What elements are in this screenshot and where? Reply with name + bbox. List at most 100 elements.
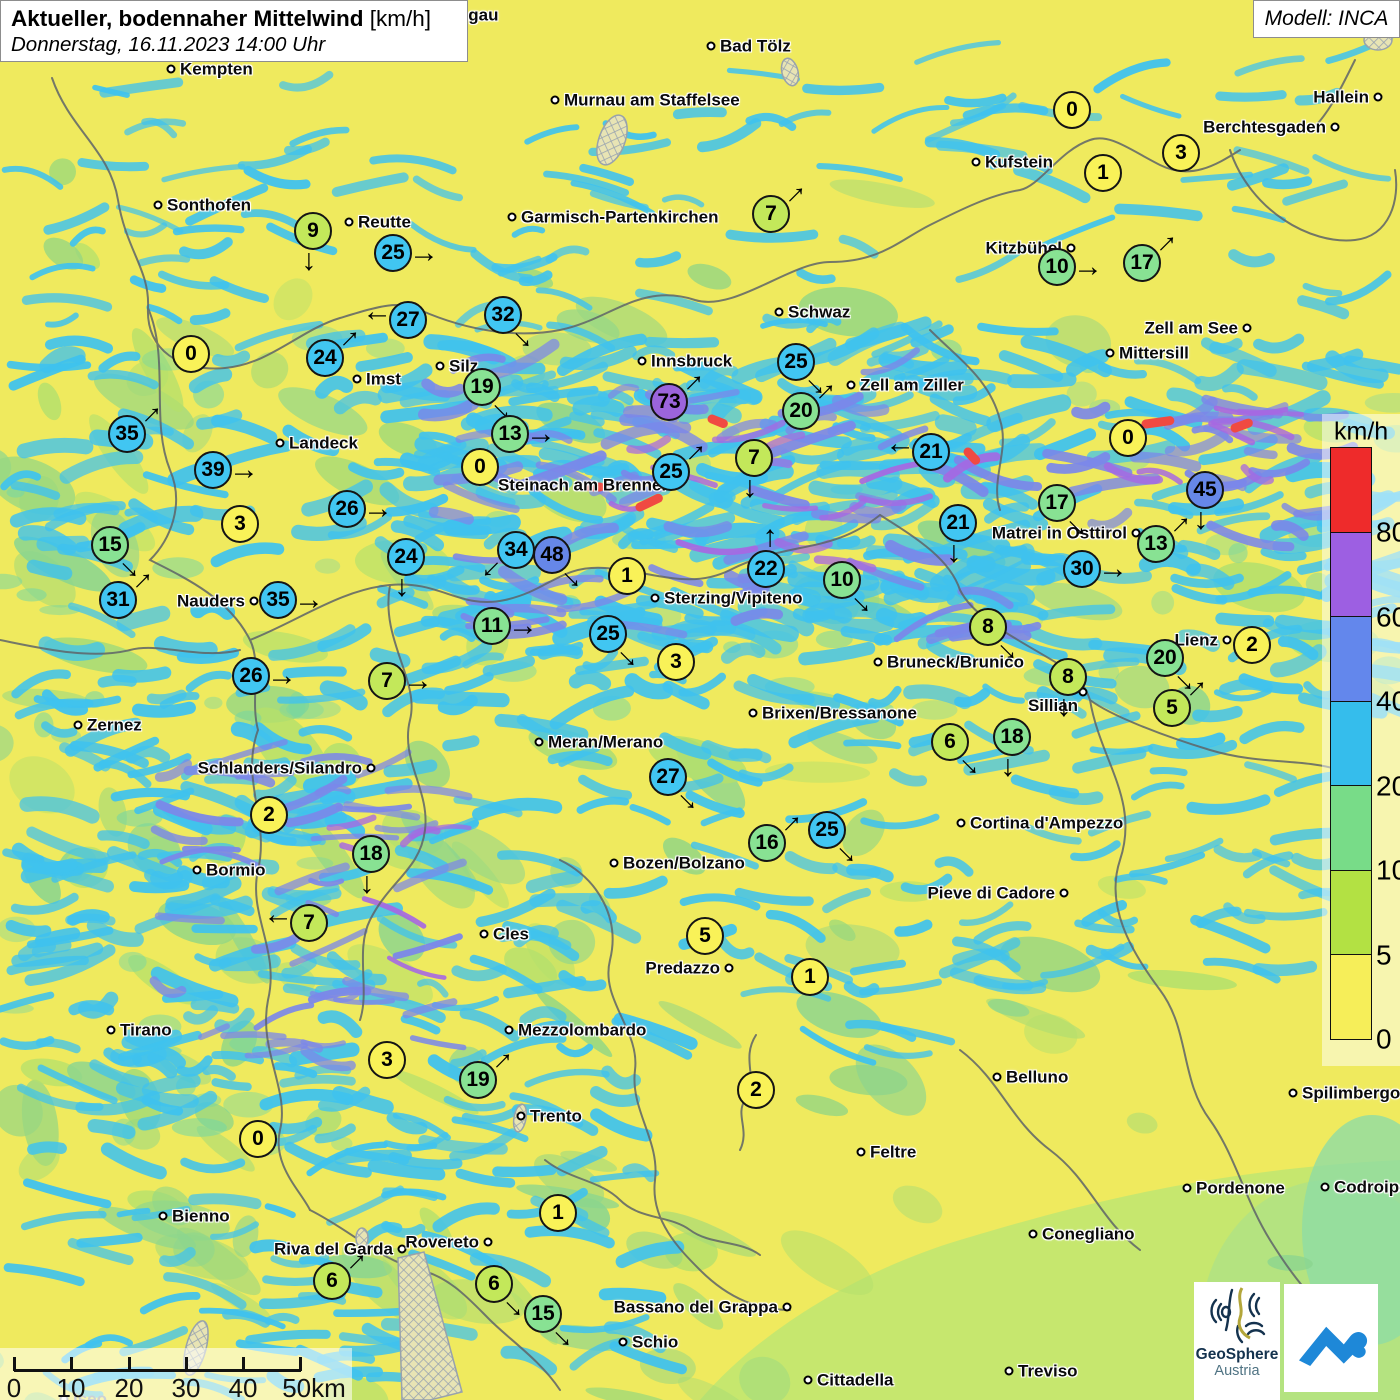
wind-speed-marker: 1 — [608, 557, 646, 595]
legend-class-label: 5 — [1376, 938, 1392, 970]
city-label: Kufstein — [985, 152, 1053, 172]
legend-class-label: 10 — [1376, 854, 1400, 886]
city-dot — [992, 1072, 1002, 1082]
blue-mountain-icon — [1299, 1326, 1368, 1366]
geosphere-name: GeoSphere — [1195, 1346, 1279, 1363]
wind-speed-marker: 16 — [748, 824, 786, 862]
title-box: Aktueller, bodennaher Mittelwind [km/h] … — [0, 0, 468, 62]
legend-class-swatch — [1330, 785, 1372, 871]
city-label: Riva del Garda — [273, 1239, 393, 1259]
city-dot — [1182, 1183, 1192, 1193]
legend-class-swatch — [1330, 447, 1372, 533]
wind-speed-marker: 15 — [91, 526, 129, 564]
wind-speed-marker: 1 — [791, 958, 829, 996]
city-dot — [1242, 323, 1252, 333]
city-dot — [1320, 1182, 1330, 1192]
city-label: Cittadella — [817, 1370, 894, 1390]
city-label: Bormio — [206, 860, 266, 880]
city-label: Spilimbergo — [1302, 1083, 1400, 1103]
scalebar-tick — [70, 1357, 73, 1371]
city-dot — [1059, 888, 1069, 898]
city-label: Kitzbühel — [985, 238, 1063, 258]
wind-speed-marker: 3 — [1162, 134, 1200, 172]
city-label: Codroipo — [1334, 1177, 1400, 1197]
city-dot — [1066, 243, 1076, 253]
wind-direction-arrow: → — [403, 664, 433, 697]
wind-speed-marker: 13 — [491, 415, 529, 453]
city-dot — [507, 212, 517, 222]
wind-speed-marker: 7 — [735, 439, 773, 477]
wind-speed-marker: 3 — [221, 505, 259, 543]
city-label: Pieve di Cadore — [927, 883, 1055, 903]
wind-direction-arrow: → — [885, 436, 915, 469]
city-dot — [856, 1147, 866, 1157]
legend-class-swatch — [1330, 954, 1372, 1040]
city-label: Conegliano — [1042, 1224, 1135, 1244]
wind-speed-marker: 31 — [99, 581, 137, 619]
city-label: Mittersill — [1119, 343, 1189, 363]
wind-speed-marker: 2 — [737, 1071, 775, 1109]
wind-speed-marker: 11 — [473, 607, 511, 645]
city-label: Reutte — [358, 212, 411, 232]
city-label: Predazzo — [645, 958, 720, 978]
city-dot — [166, 64, 176, 74]
wind-speed-marker: 8 — [1049, 658, 1087, 696]
scalebar-tick-label: 40 — [228, 1373, 258, 1400]
city-dot — [516, 1111, 526, 1121]
wind-speed-marker: 35 — [108, 415, 146, 453]
city-label: Treviso — [1018, 1361, 1078, 1381]
wind-speed-marker: 24 — [387, 538, 425, 576]
wind-direction-arrow: → — [996, 753, 1029, 783]
scalebar-tick — [242, 1357, 245, 1371]
wind-direction-arrow: → — [355, 870, 388, 900]
city-dot — [504, 1025, 514, 1035]
wind-direction-arrow: → — [297, 247, 330, 277]
city-dot — [397, 1244, 407, 1254]
wind-direction-arrow: → — [942, 539, 975, 569]
city-dot — [873, 657, 883, 667]
map-datetime: Donnerstag, 16.11.2023 14:00 Uhr — [11, 33, 326, 56]
scalebar-backdrop — [0, 1348, 352, 1400]
scalebar-tick-label: 50km — [282, 1373, 346, 1400]
city-label: Berchtesgaden — [1203, 117, 1326, 137]
scalebar-tick — [128, 1357, 131, 1371]
city-dot — [782, 1302, 792, 1312]
city-label: Steinach am Brenner — [497, 475, 669, 495]
wind-speed-marker: 0 — [172, 335, 210, 373]
scalebar-tick-label: 10 — [56, 1373, 86, 1400]
city-dot — [706, 41, 716, 51]
wind-speed-marker: 3 — [368, 1041, 406, 1079]
wind-speed-marker: 26 — [328, 490, 366, 528]
scalebar-tick-label: 0 — [6, 1373, 22, 1400]
blue-mountain-logo — [1284, 1284, 1378, 1392]
wind-speed-marker: 24 — [306, 339, 344, 377]
city-dot — [158, 1211, 168, 1221]
wind-speed-marker: 19 — [463, 368, 501, 406]
city-dot — [106, 1025, 116, 1035]
wind-speed-marker: 9 — [294, 212, 332, 250]
wind-speed-marker: 1 — [539, 1194, 577, 1232]
legend-class-swatch — [1330, 531, 1372, 618]
city-dot — [1105, 348, 1115, 358]
legend-class-label: 80 — [1376, 516, 1400, 548]
wind-speed-marker: 26 — [232, 657, 270, 695]
city-label: Hallein — [1313, 87, 1369, 107]
geosphere-country: Austria — [1214, 1362, 1260, 1379]
wind-speed-marker: 48 — [533, 536, 571, 574]
wind-speed-marker: 15 — [524, 1295, 562, 1333]
wind-speed-marker: 0 — [239, 1120, 277, 1158]
wind-speed-marker: 6 — [931, 723, 969, 761]
city-dot — [153, 200, 163, 210]
legend-class-label: 60 — [1376, 600, 1400, 632]
wind-speed-marker: 39 — [194, 451, 232, 489]
city-dot — [1028, 1229, 1038, 1239]
city-label: Rovereto — [405, 1232, 479, 1252]
wind-speed-marker: 10 — [1038, 248, 1076, 286]
model-label: Modell: INCA — [1253, 0, 1400, 38]
wind-direction-arrow: → — [229, 453, 259, 486]
city-dot — [435, 361, 445, 371]
city-dot — [1373, 92, 1383, 102]
wind-speed-marker: 7 — [290, 904, 328, 942]
city-label: Sillian — [1027, 696, 1079, 715]
wind-speed-marker: 73 — [650, 383, 688, 421]
